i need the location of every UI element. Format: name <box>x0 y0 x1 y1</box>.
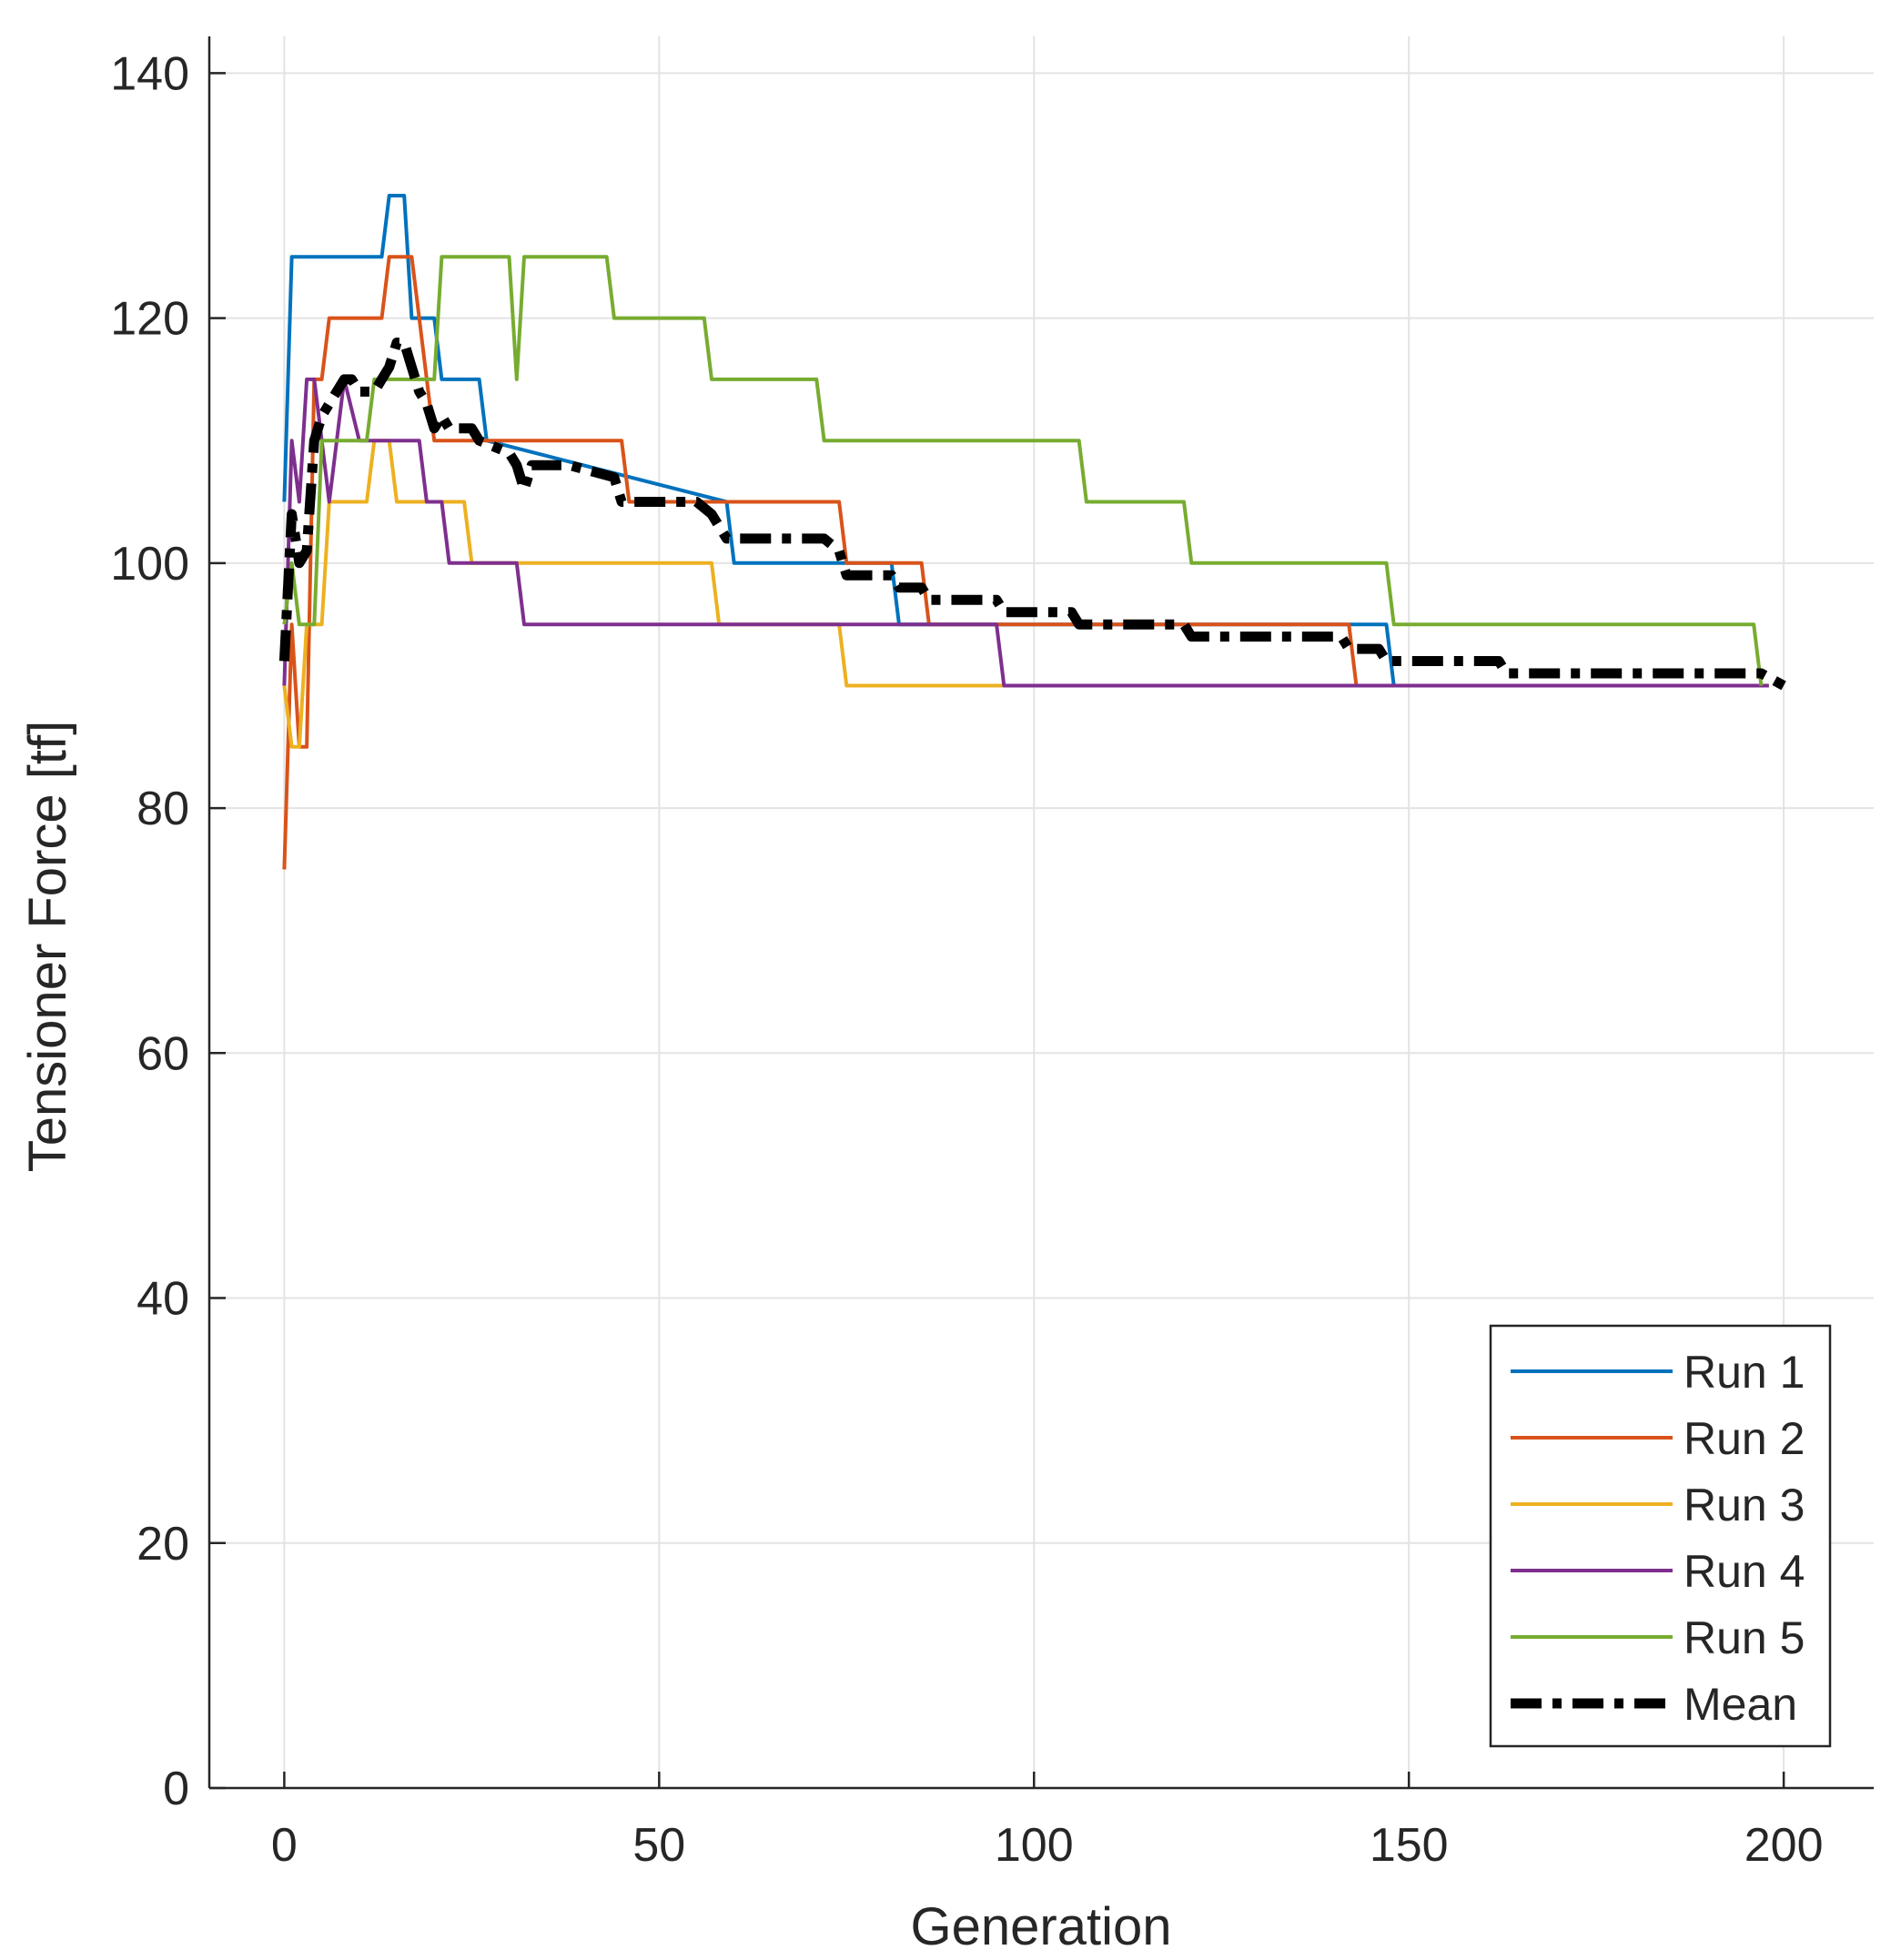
y-tick-label-4: 80 <box>137 783 189 835</box>
x-tick-label-4: 200 <box>1744 1819 1824 1872</box>
series-lines <box>278 194 1786 870</box>
legend-label-mean: Mean <box>1684 1679 1797 1730</box>
y-tick-label-2: 40 <box>137 1273 189 1326</box>
legend-box <box>1489 1324 1832 1748</box>
legend-label-run-2: Run 2 <box>1684 1413 1805 1464</box>
legend: Run 1 Run 2 Run 3 Run 4 Run 5 Mean <box>1489 1324 1832 1748</box>
series-line-run-4 <box>282 377 1769 688</box>
y-tick-label-5: 100 <box>110 538 189 591</box>
y-tick-label-6: 120 <box>110 293 189 346</box>
x-tick-label-2: 100 <box>995 1819 1074 1872</box>
legend-label-run-1: Run 1 <box>1684 1347 1805 1398</box>
grid <box>209 36 1874 1789</box>
y-tick-label-3: 60 <box>137 1027 189 1080</box>
y-axis-label: Tensioner Force [tf] <box>18 721 77 1172</box>
axes <box>207 36 1874 1790</box>
y-tick-label-1: 20 <box>137 1518 189 1571</box>
y-tick-label-0: 0 <box>163 1763 189 1815</box>
y-tick-label-7: 140 <box>110 47 189 100</box>
x-tick-label-0: 0 <box>271 1819 298 1872</box>
x-tick-label-3: 150 <box>1370 1819 1449 1872</box>
series-line-run-5 <box>282 255 1764 686</box>
legend-label-run-5: Run 5 <box>1684 1612 1805 1663</box>
tick-labels: 0 50 100 150 200 0 20 40 60 80 100 120 140 <box>110 47 1823 1872</box>
series-line-mean <box>278 338 1786 691</box>
legend-label-run-4: Run 4 <box>1684 1546 1805 1597</box>
x-axis-label: Generation <box>911 1897 1172 1956</box>
x-tick-label-1: 50 <box>632 1819 685 1872</box>
legend-label-run-3: Run 3 <box>1684 1480 1805 1531</box>
